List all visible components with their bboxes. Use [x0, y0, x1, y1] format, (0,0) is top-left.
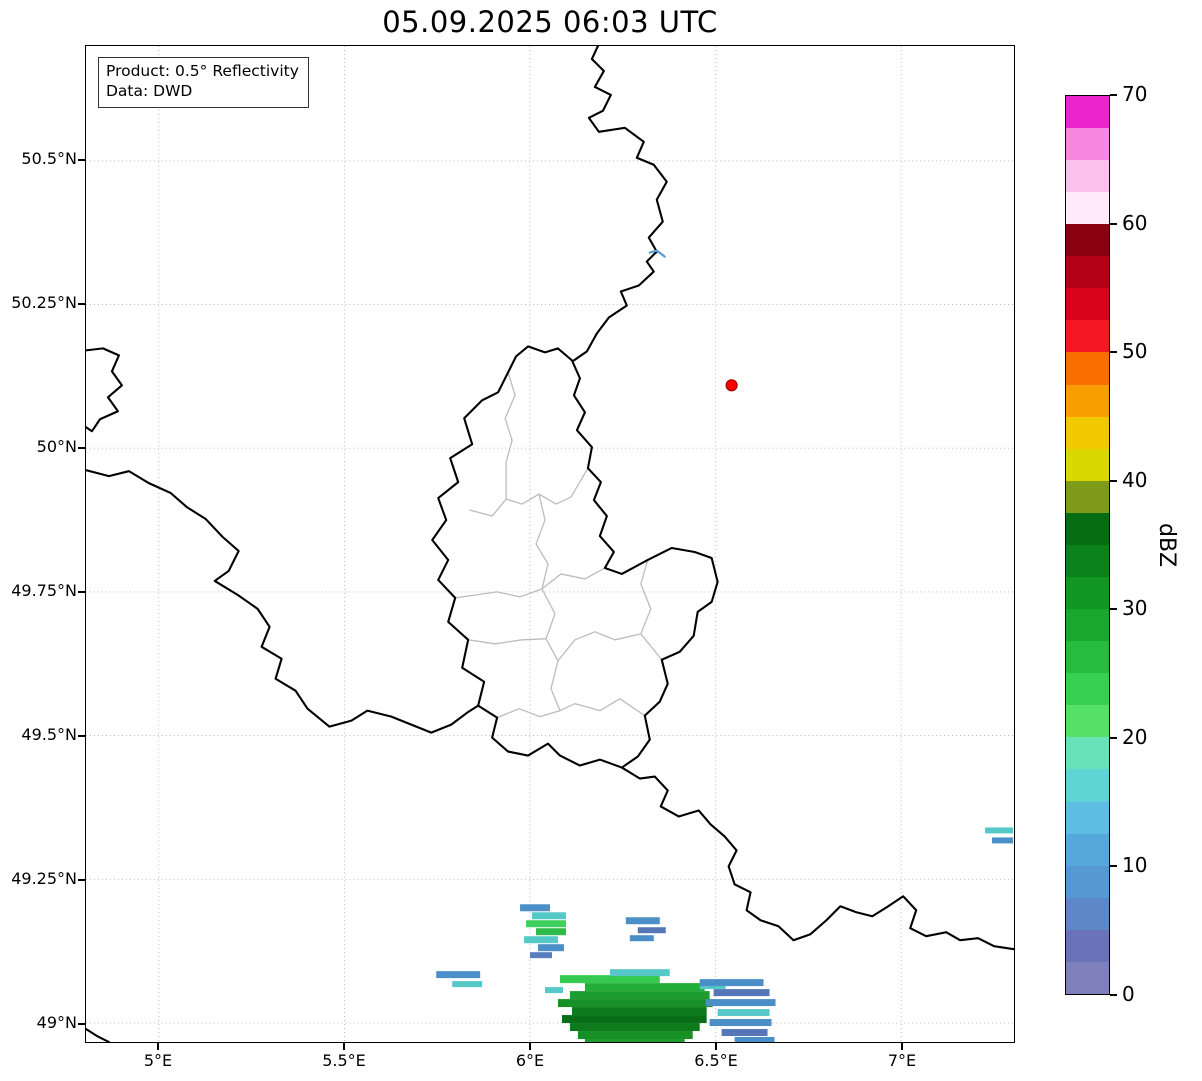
y-tick-mark [78, 879, 85, 881]
map-plot: Product: 0.5° Reflectivity Data: DWD [85, 45, 1015, 1043]
country-borders [86, 46, 1014, 1042]
colorbar-segment [1066, 416, 1109, 449]
colorbar-segment [1066, 352, 1109, 385]
colorbar-tick-mark [1110, 94, 1117, 96]
colorbar-segment [1066, 544, 1109, 577]
gridlines [86, 46, 1014, 1042]
colorbar-segment [1066, 192, 1109, 225]
colorbar-segment [1066, 127, 1109, 160]
colorbar [1065, 95, 1110, 995]
map-canvas [86, 46, 1014, 1042]
river-segment [648, 249, 666, 258]
colorbar-segment [1066, 673, 1109, 706]
colorbar-segment [1066, 705, 1109, 738]
colorbar-segment [1066, 480, 1109, 513]
y-tick-label: 49°N [36, 1013, 77, 1032]
colorbar-segment [1066, 641, 1109, 674]
colorbar-tick-mark [1110, 736, 1117, 739]
border-luxembourg [431, 345, 719, 769]
x-tick-mark [343, 1043, 345, 1050]
y-tick-mark [78, 1023, 85, 1025]
colorbar-segment [1066, 95, 1109, 128]
colorbar-tick-label: 50 [1122, 339, 1148, 364]
border-corner-fragment [86, 1027, 110, 1042]
x-tick-mark [715, 1043, 717, 1050]
colorbar-segment [1066, 865, 1109, 898]
x-tick-label: 6°E [515, 1051, 545, 1070]
colorbar-segment [1066, 961, 1109, 994]
figure-title: 05.09.2025 06:03 UTC [382, 5, 718, 39]
y-tick-label: 50.25°N [11, 293, 77, 312]
y-tick-mark [78, 447, 85, 449]
colorbar-tick-mark [1110, 608, 1117, 611]
colorbar-tick-label: 60 [1122, 210, 1148, 235]
y-tick-label: 49.75°N [11, 581, 77, 600]
x-tick-mark [529, 1043, 531, 1050]
colorbar-segment [1066, 833, 1109, 866]
y-tick-mark [78, 591, 85, 593]
colorbar-segment [1066, 609, 1109, 642]
colorbar-tick-mark [1110, 865, 1117, 868]
y-tick-label: 50.5°N [21, 149, 77, 168]
colorbar-segment [1066, 512, 1109, 545]
y-tick-label: 50°N [36, 437, 77, 456]
border-belgium-france [86, 469, 480, 734]
info-box-product: Product: 0.5° Reflectivity [106, 62, 299, 80]
x-tick-label: 7°E [887, 1051, 917, 1070]
colorbar-tick-label: 40 [1122, 467, 1148, 492]
colorbar-tick-label: 10 [1122, 853, 1148, 878]
colorbar-tick-mark [1110, 222, 1117, 225]
y-tick-mark [78, 159, 85, 161]
border-france-germany [620, 766, 1014, 951]
x-tick-label: 6.5°E [694, 1051, 738, 1070]
district-borders [454, 371, 663, 719]
x-tick-label: 5.5°E [322, 1051, 366, 1070]
x-tick-mark [157, 1043, 159, 1050]
colorbar-segment [1066, 384, 1109, 417]
colorbar-segment [1066, 576, 1109, 610]
border-germany-belgium [572, 46, 668, 362]
radar-location-marker [725, 379, 738, 392]
info-box-source: Data: DWD [106, 82, 193, 101]
colorbar-segment [1066, 801, 1109, 834]
colorbar-segment [1066, 929, 1109, 962]
colorbar-label: dBZ [1154, 522, 1179, 568]
colorbar-segment [1066, 320, 1109, 353]
colorbar-tick-label: 70 [1122, 82, 1148, 106]
info-box: Product: 0.5° Reflectivity Data: DWD [98, 57, 309, 108]
colorbar-tick-mark [1110, 994, 1117, 996]
colorbar-tick-label: 0 [1122, 982, 1135, 1006]
border-west-fragment [86, 347, 123, 433]
colorbar-segment [1066, 448, 1109, 481]
x-tick-label: 5°E [143, 1051, 173, 1070]
radar-echoes [436, 827, 1014, 1042]
colorbar-tick-mark [1110, 479, 1117, 482]
colorbar-segment [1066, 737, 1109, 770]
colorbar-tick-label: 20 [1122, 724, 1148, 749]
colorbar-segment [1066, 159, 1109, 193]
colorbar-segment [1066, 256, 1109, 289]
colorbar-segment [1066, 769, 1109, 802]
colorbar-tick-label: 30 [1122, 596, 1148, 621]
y-tick-mark [78, 303, 85, 305]
y-tick-label: 49.5°N [21, 725, 77, 744]
colorbar-label-wrap: dBZ [1154, 95, 1179, 995]
colorbar-segment [1066, 288, 1109, 321]
colorbar-tick-mark [1110, 351, 1117, 354]
y-tick-label: 49.25°N [11, 869, 77, 888]
x-tick-mark [901, 1043, 903, 1050]
colorbar-segment [1066, 224, 1109, 257]
colorbar-segment [1066, 897, 1109, 930]
y-tick-mark [78, 735, 85, 737]
